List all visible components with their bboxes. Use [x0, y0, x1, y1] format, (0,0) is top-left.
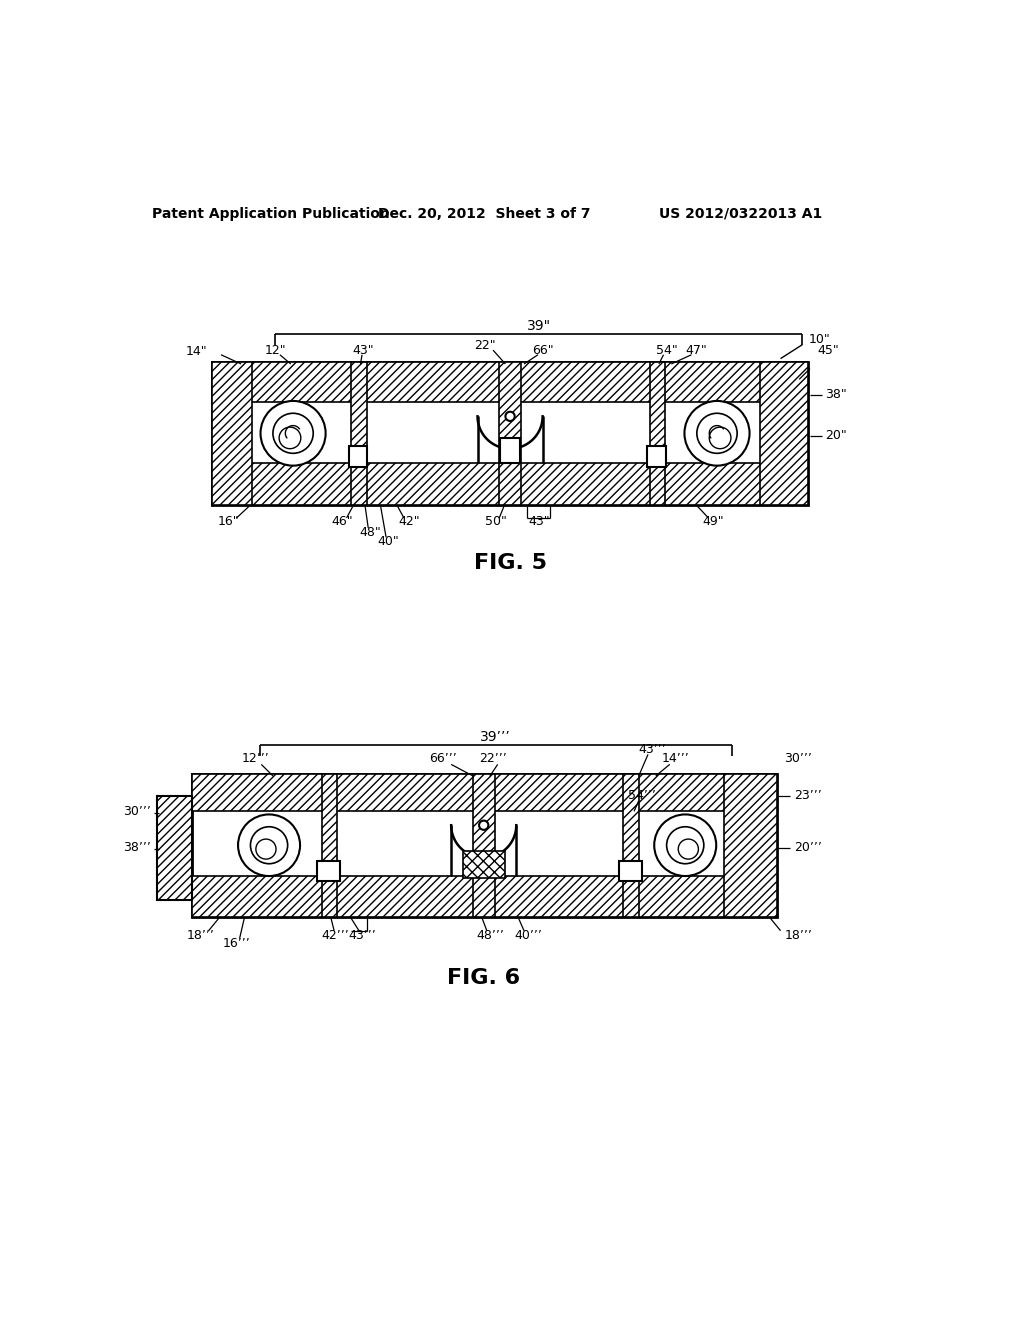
Text: 22": 22"	[474, 339, 496, 352]
Text: 18’’’: 18’’’	[187, 929, 215, 942]
Text: 20’’’: 20’’’	[794, 841, 821, 854]
Text: 23’’’: 23’’’	[794, 789, 821, 803]
Polygon shape	[473, 775, 495, 917]
Text: 49": 49"	[702, 515, 724, 528]
Text: 43’’’: 43’’’	[639, 743, 667, 756]
Text: FIG. 6: FIG. 6	[447, 969, 520, 989]
Circle shape	[238, 814, 300, 876]
Text: 40": 40"	[378, 536, 399, 548]
Text: 42’’’: 42’’’	[322, 929, 349, 942]
Text: 47": 47"	[685, 343, 707, 356]
Text: 12": 12"	[264, 343, 286, 356]
Text: 39": 39"	[526, 319, 551, 333]
Circle shape	[260, 401, 326, 466]
Polygon shape	[624, 775, 639, 917]
Polygon shape	[618, 861, 642, 880]
Text: US 2012/0322013 A1: US 2012/0322013 A1	[658, 207, 822, 220]
Text: 54": 54"	[655, 343, 678, 356]
Polygon shape	[191, 876, 776, 917]
Text: 14’’’: 14’’’	[663, 752, 690, 766]
Text: 16’’’: 16’’’	[222, 936, 251, 949]
Text: 14": 14"	[185, 345, 207, 358]
Text: 30’’’: 30’’’	[784, 752, 812, 766]
Polygon shape	[463, 851, 505, 878]
Text: 38’’’: 38’’’	[123, 841, 152, 854]
Polygon shape	[761, 363, 809, 506]
Text: 66’’’: 66’’’	[429, 752, 458, 766]
Polygon shape	[191, 775, 776, 917]
Text: 16": 16"	[218, 515, 240, 528]
Polygon shape	[322, 775, 337, 917]
Polygon shape	[349, 446, 368, 467]
Circle shape	[280, 428, 301, 449]
Text: 48": 48"	[359, 527, 381, 539]
Circle shape	[710, 428, 731, 449]
Text: 30’’’: 30’’’	[123, 805, 152, 818]
Polygon shape	[649, 363, 665, 506]
Polygon shape	[351, 363, 367, 506]
Text: 40’’’: 40’’’	[515, 929, 543, 942]
Text: 22’’’: 22’’’	[479, 752, 507, 766]
Polygon shape	[212, 363, 252, 506]
Text: 45": 45"	[818, 343, 840, 356]
Circle shape	[256, 840, 276, 859]
Polygon shape	[191, 775, 776, 812]
Text: 54’’’: 54’’’	[628, 789, 655, 803]
Polygon shape	[500, 438, 520, 462]
Text: 39’’’: 39’’’	[480, 730, 511, 744]
Text: 50": 50"	[485, 515, 507, 528]
Text: 43’’’: 43’’’	[348, 929, 376, 942]
Circle shape	[654, 814, 716, 876]
Circle shape	[506, 412, 515, 421]
Circle shape	[678, 840, 698, 859]
Text: 66": 66"	[531, 343, 553, 356]
Text: 18’’’: 18’’’	[784, 929, 812, 942]
Polygon shape	[212, 363, 809, 403]
Circle shape	[251, 826, 288, 863]
Circle shape	[697, 413, 737, 453]
Polygon shape	[317, 861, 340, 880]
Text: 38": 38"	[825, 388, 847, 401]
Text: 12’’’: 12’’’	[242, 752, 269, 766]
Text: 46": 46"	[331, 515, 352, 528]
Text: Patent Application Publication: Patent Application Publication	[153, 207, 390, 220]
Text: FIG. 5: FIG. 5	[473, 553, 547, 573]
Text: Dec. 20, 2012  Sheet 3 of 7: Dec. 20, 2012 Sheet 3 of 7	[378, 207, 591, 220]
Text: 10": 10"	[809, 333, 830, 346]
Polygon shape	[212, 462, 809, 506]
Circle shape	[273, 413, 313, 453]
Text: 48’’’: 48’’’	[476, 929, 504, 942]
Text: 42": 42"	[398, 515, 420, 528]
Polygon shape	[158, 796, 191, 900]
Polygon shape	[500, 363, 521, 506]
Text: 43": 43"	[353, 343, 375, 356]
Circle shape	[479, 821, 488, 830]
Polygon shape	[647, 446, 666, 467]
Circle shape	[684, 401, 750, 466]
Polygon shape	[724, 775, 776, 917]
Text: 20": 20"	[825, 429, 847, 442]
Polygon shape	[212, 363, 809, 506]
Circle shape	[667, 826, 703, 863]
Text: 43": 43"	[528, 515, 550, 528]
